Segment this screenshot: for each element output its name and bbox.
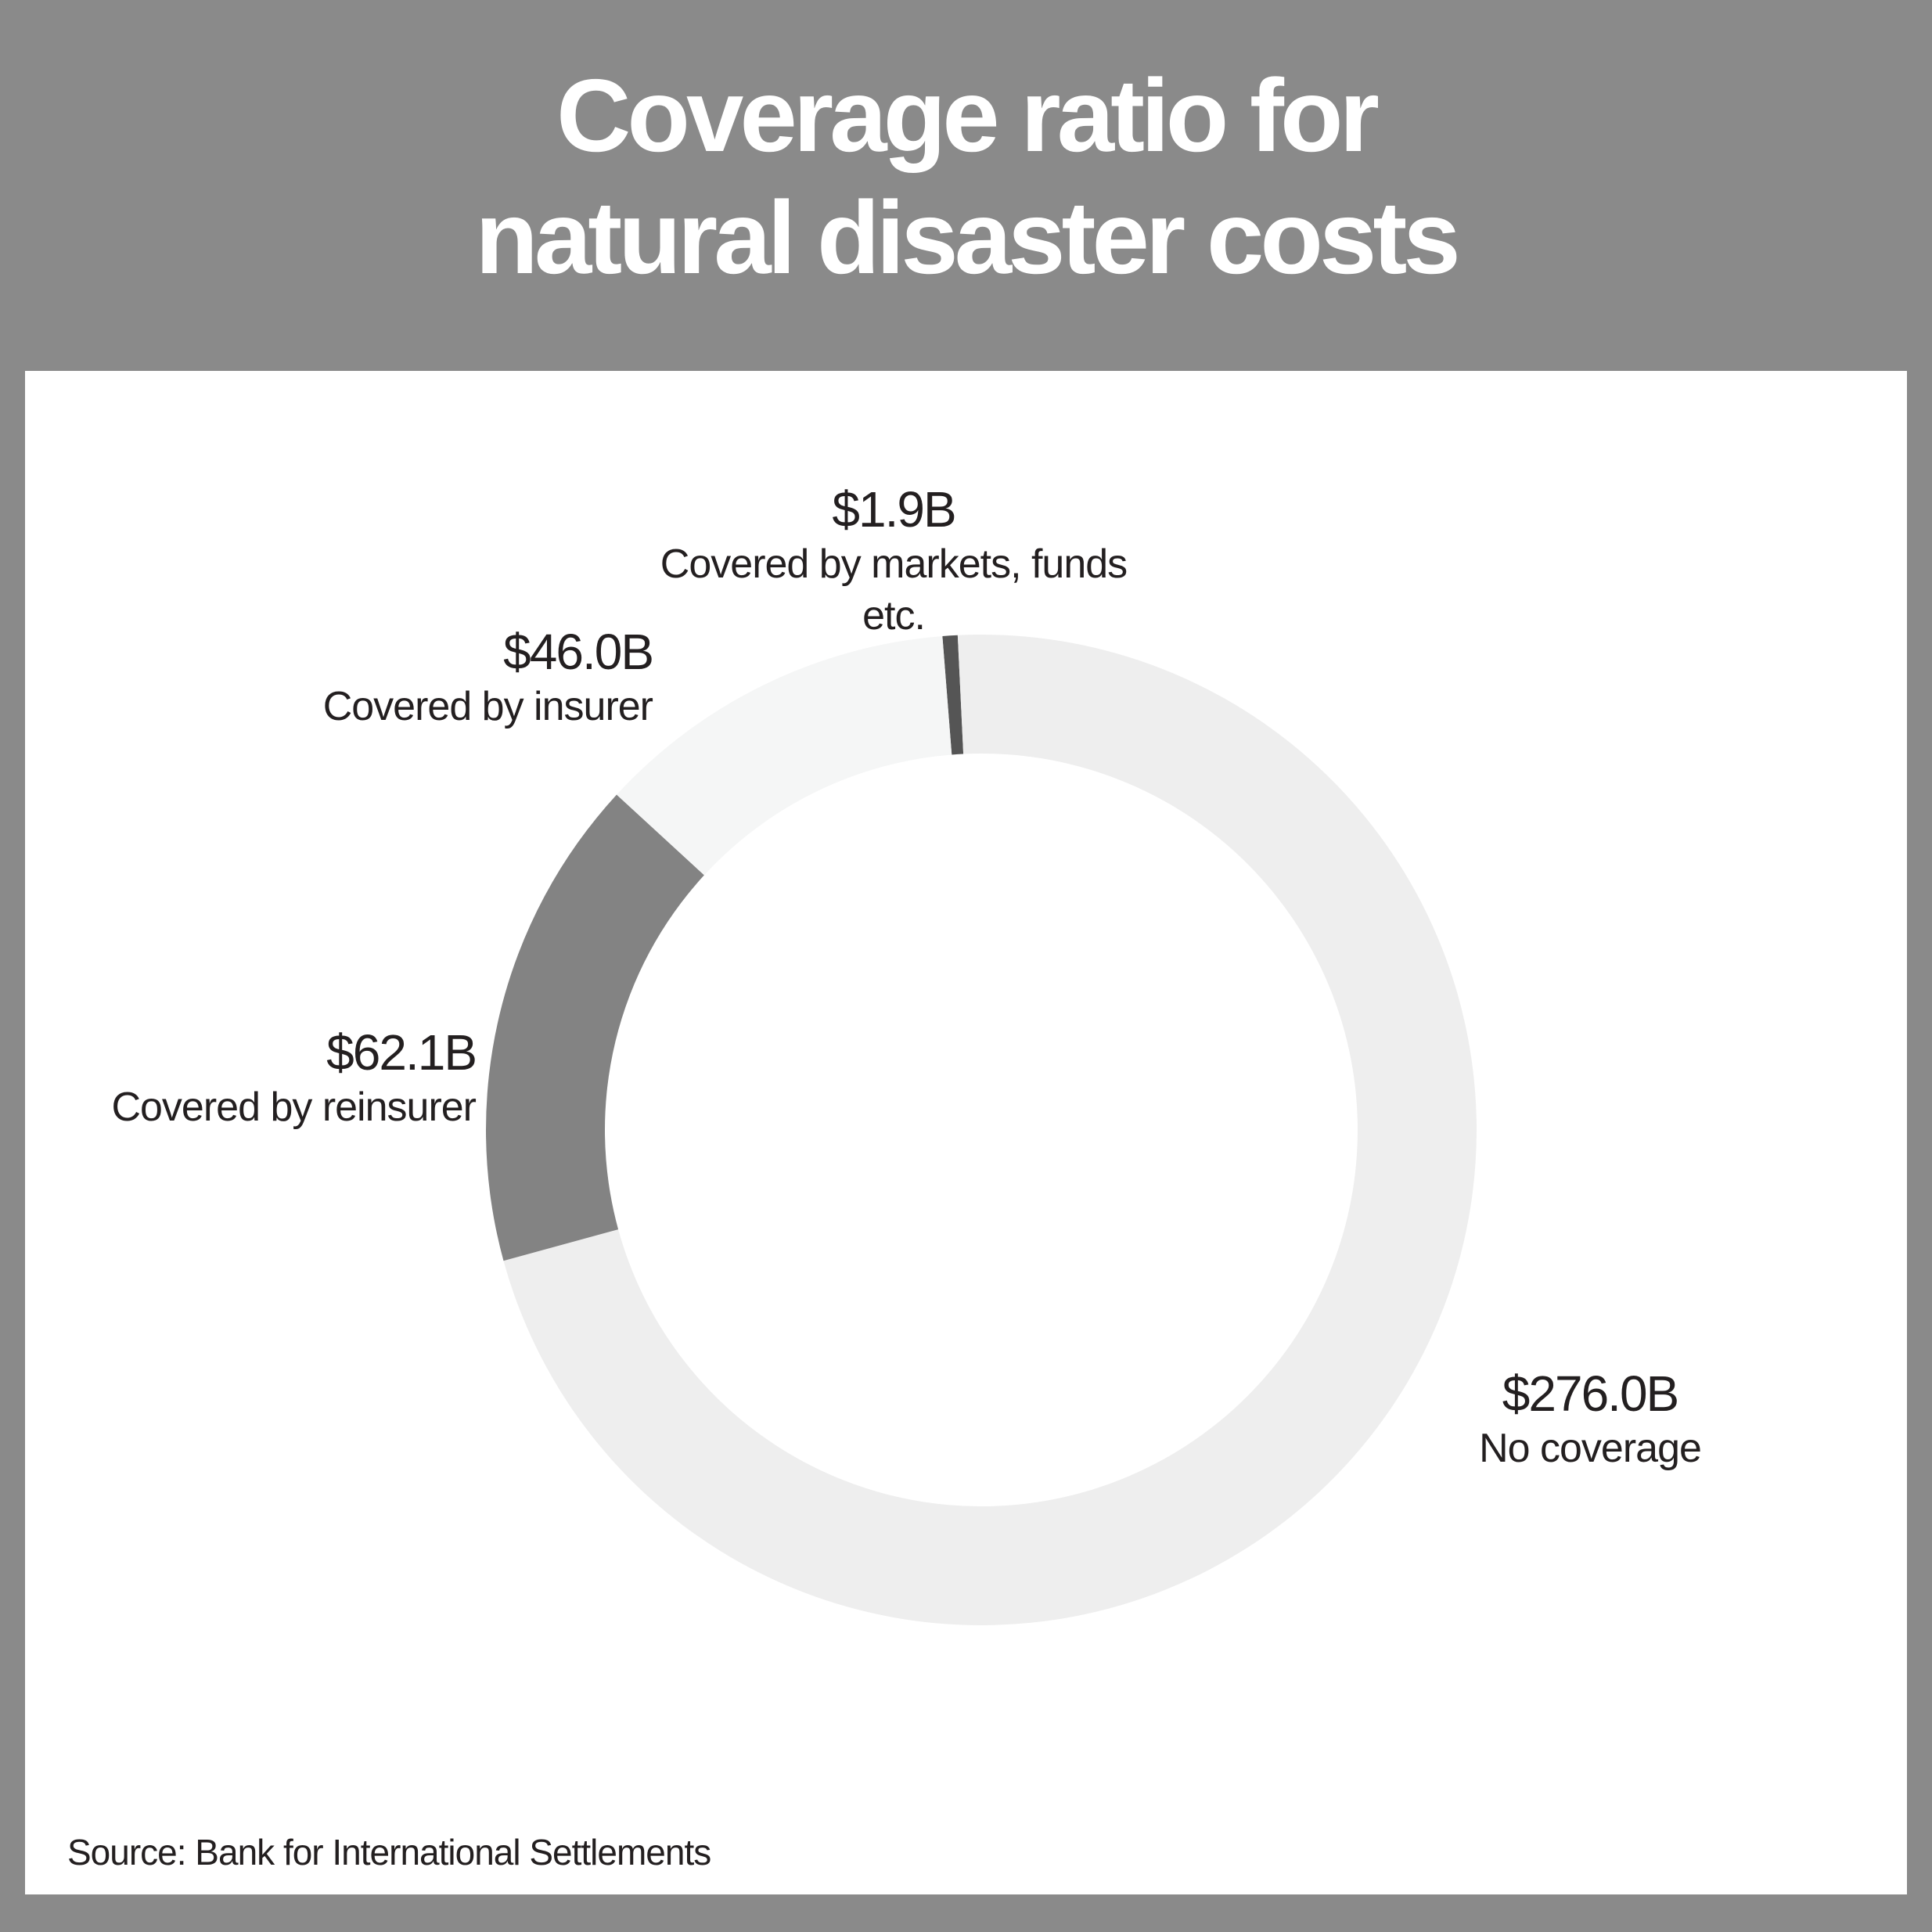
- label-insurer: $46.0B Covered by insurer: [213, 623, 654, 732]
- chart-title: Coverage ratio for natural disaster cost…: [0, 55, 1932, 299]
- label-reinsurer: $62.1B Covered by reinsurer: [41, 1024, 477, 1133]
- donut-chart: [486, 635, 1477, 1625]
- chart-title-line-1: Coverage ratio for: [556, 58, 1380, 173]
- label-no-coverage: $276.0B No coverage: [1434, 1365, 1747, 1474]
- category-label-no-coverage: No coverage: [1479, 1426, 1702, 1471]
- donut-segment-reinsurer: [486, 794, 704, 1261]
- value-label-markets: $1.9B: [832, 481, 956, 538]
- donut-segment-insurer: [617, 635, 952, 876]
- value-label-reinsurer: $62.1B: [326, 1024, 477, 1081]
- chart-title-line-2: natural disaster costs: [475, 180, 1461, 295]
- chart-panel: $1.9B Covered by markets, funds etc. $46…: [25, 371, 1907, 1894]
- label-markets: $1.9B Covered by markets, funds etc.: [639, 480, 1148, 642]
- source-note: Source: Bank for International Settlemen…: [67, 1832, 711, 1873]
- category-label-reinsurer: Covered by reinsurer: [111, 1085, 477, 1130]
- donut-segment-markets: [942, 635, 964, 755]
- value-label-insurer: $46.0B: [503, 624, 654, 680]
- value-label-no-coverage: $276.0B: [1502, 1365, 1679, 1422]
- category-label-insurer: Covered by insurer: [322, 684, 653, 729]
- category-label-markets: Covered by markets, funds etc.: [660, 541, 1128, 639]
